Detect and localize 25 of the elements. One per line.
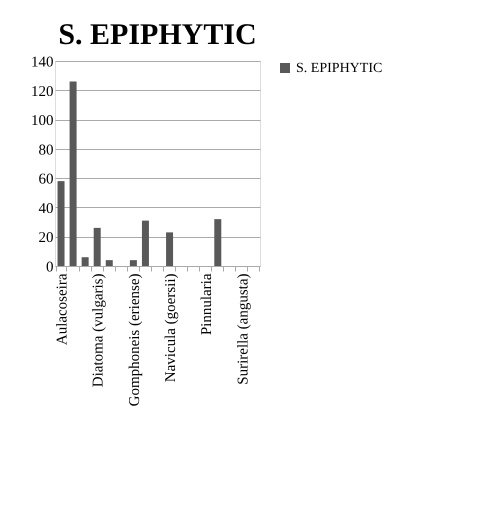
x-tick-label: Diatoma (vulgaris) (90, 274, 107, 388)
bar (70, 82, 77, 266)
bar (58, 181, 65, 266)
y-tick-label: 60 (38, 172, 54, 188)
y-tick-label: 0 (46, 260, 54, 276)
y-tick-label: 80 (38, 142, 54, 158)
x-tick-label: Gomphoneis (eriense) (126, 274, 143, 406)
y-tick-label: 100 (31, 113, 54, 130)
bar (94, 228, 101, 266)
x-tick-label: Surirella (angusta) (235, 274, 252, 385)
y-tick-label: 140 (31, 54, 54, 70)
bar (130, 260, 137, 266)
bar (214, 219, 222, 266)
bar (166, 232, 174, 266)
y-tick-label: 120 (31, 84, 54, 100)
x-tick-label: Aulacoseira (54, 273, 71, 346)
bar (82, 257, 89, 266)
bar (142, 220, 149, 266)
x-tick-label: Navicula (goersii) (163, 274, 180, 382)
y-tick-label: 20 (38, 230, 54, 246)
y-tick-label: 40 (38, 200, 54, 217)
bar (106, 260, 113, 266)
x-tick-label: Pinnularia (199, 273, 216, 336)
legend-label: S. EPIPHYTIC (296, 61, 382, 76)
chart-title: S. EPIPHYTIC (58, 18, 257, 51)
